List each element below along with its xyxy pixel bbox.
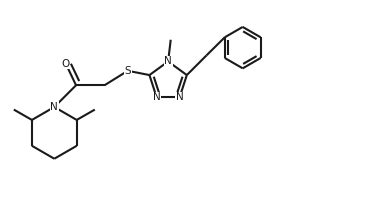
Text: N: N	[176, 92, 184, 102]
Text: O: O	[62, 59, 70, 68]
Text: N: N	[164, 56, 172, 67]
Text: N: N	[50, 102, 58, 112]
Text: N: N	[153, 92, 161, 102]
Text: S: S	[125, 66, 131, 76]
